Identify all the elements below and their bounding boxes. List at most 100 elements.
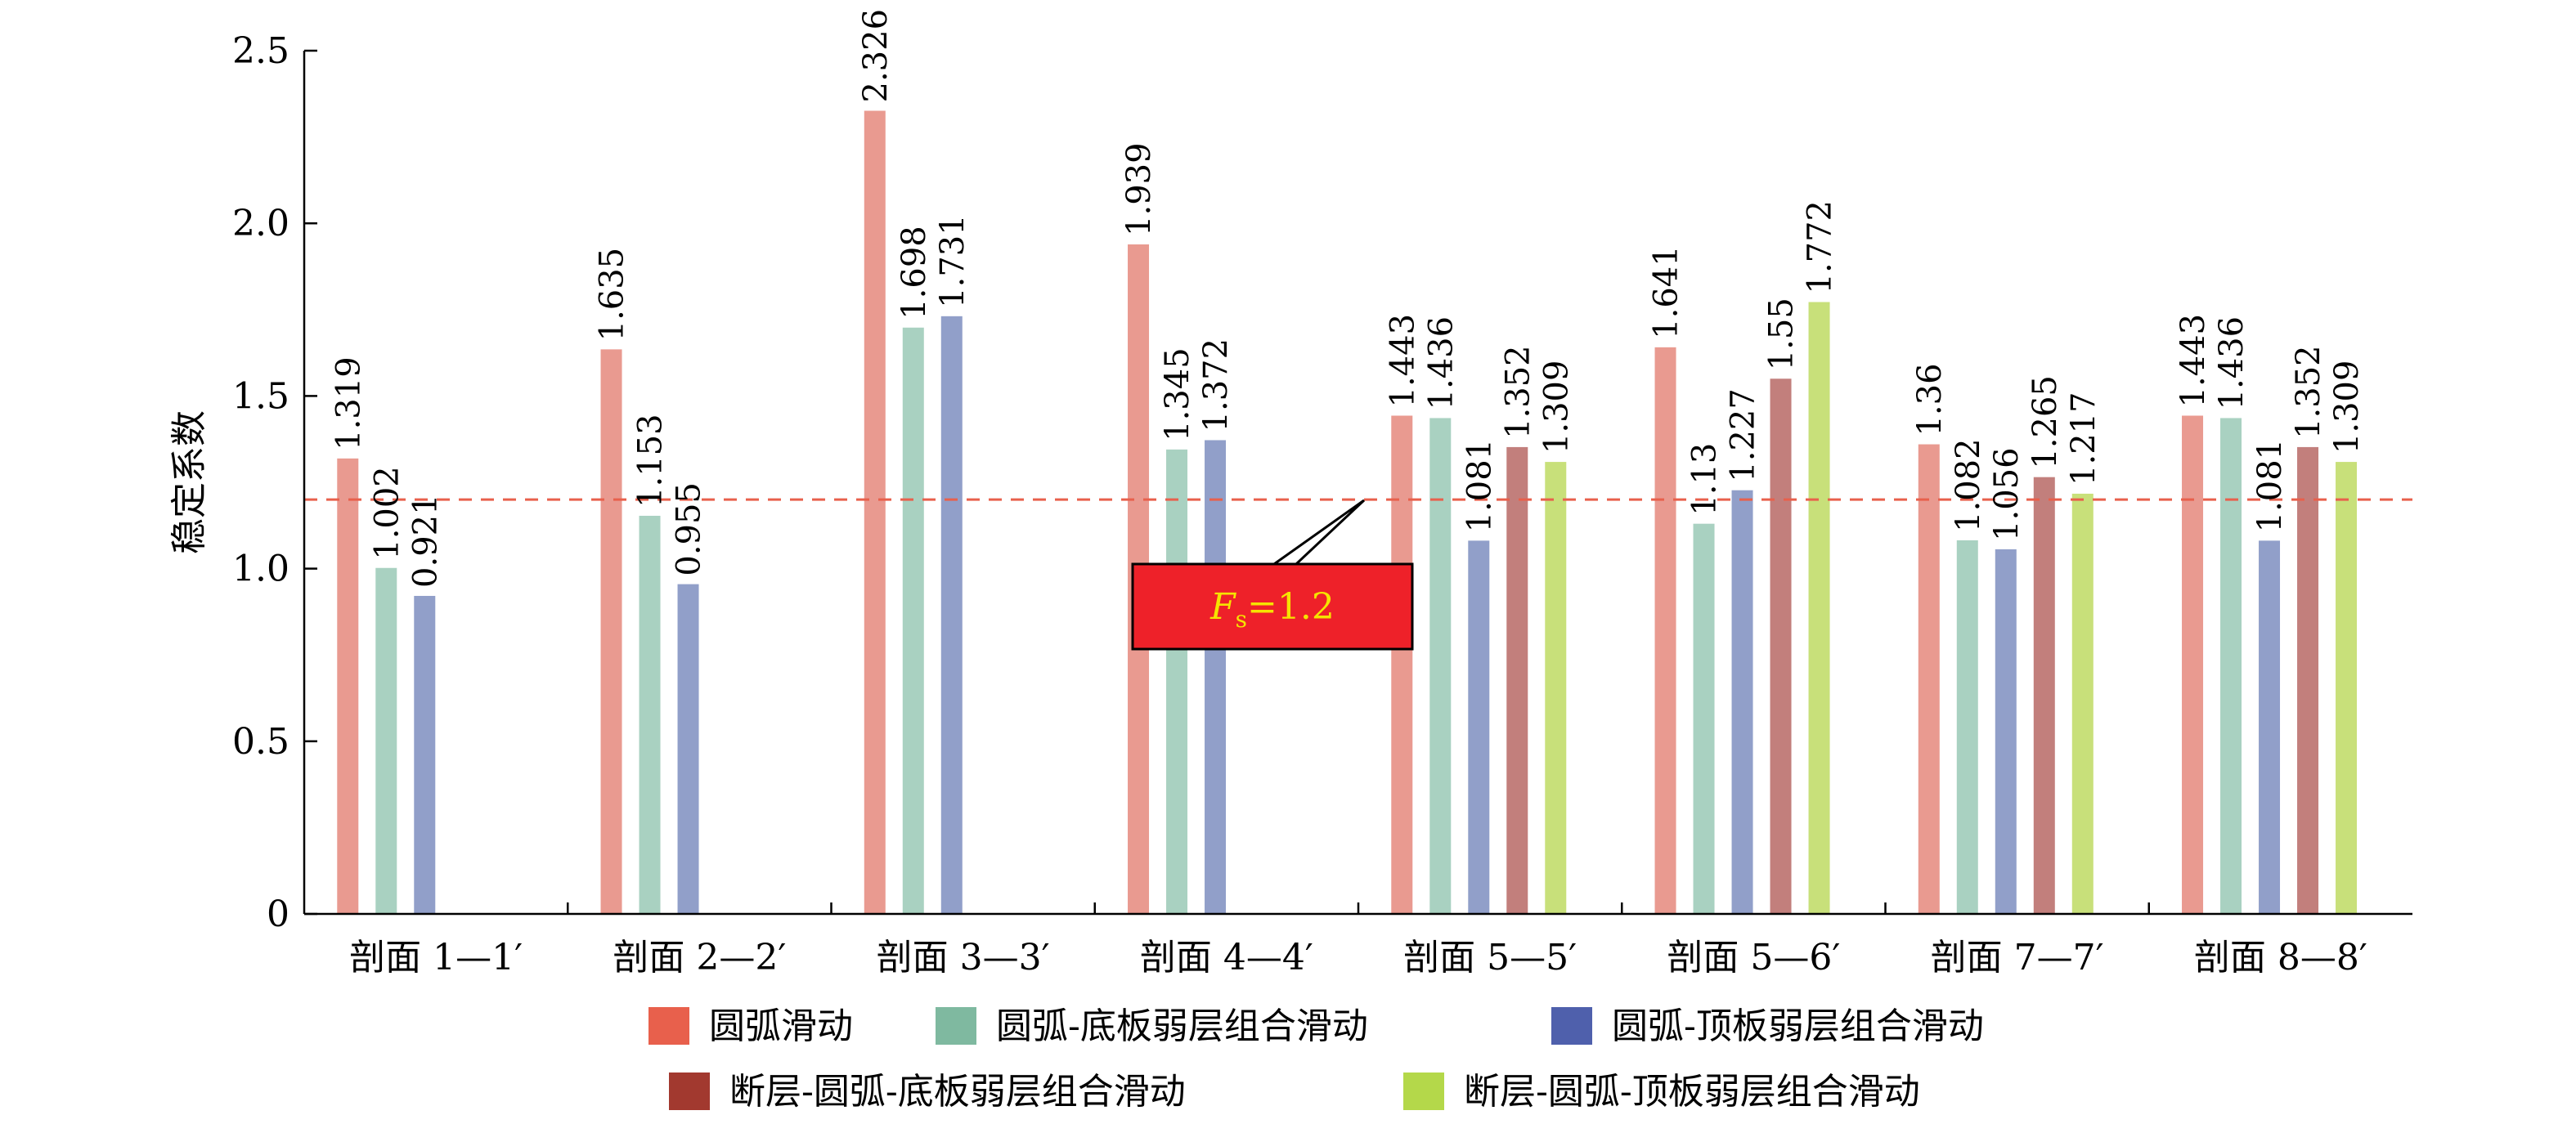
callout-text-italic: F (1209, 586, 1236, 628)
bar-value-label: 1.372 (1197, 338, 1235, 432)
legend-swatch (1551, 1007, 1592, 1045)
bar-value-label: 1.217 (2065, 392, 2103, 486)
legend-label: 圆弧-底板弱层组合滑动 (996, 1005, 1368, 1047)
bar (1654, 347, 1676, 914)
legend-label: 圆弧滑动 (709, 1005, 853, 1047)
bar (1995, 549, 2017, 914)
bar-value-label: 1.939 (1120, 142, 1158, 236)
y-tick-label: 2.0 (232, 203, 289, 244)
bar-value-label: 1.436 (1422, 316, 1460, 410)
legend-swatch (1403, 1073, 1444, 1110)
bar (1468, 540, 1490, 914)
x-category-label: 剖面 4—4′ (1140, 937, 1313, 978)
bar (677, 584, 699, 914)
legend-swatch (936, 1007, 976, 1045)
bar-value-label: 1.345 (1159, 347, 1196, 441)
bar-value-label: 1.635 (594, 248, 631, 342)
bar-value-label: 2.326 (857, 9, 895, 103)
bar (2220, 418, 2242, 914)
x-category-label: 剖面 7—7′ (1931, 937, 2104, 978)
bar (1545, 462, 1567, 914)
bar (2071, 493, 2094, 914)
bar-value-label: 1.265 (2026, 375, 2064, 469)
bar-value-label: 1.641 (1648, 245, 1685, 339)
callout-text-rest: =1.2 (1247, 586, 1335, 628)
x-category-label: 剖面 5—5′ (1403, 937, 1577, 978)
y-tick-label: 2.5 (232, 30, 289, 72)
bar (1166, 449, 1188, 914)
bar (337, 458, 359, 914)
bar-value-label: 1.153 (632, 414, 670, 508)
bar-value-label: 1.55 (1763, 298, 1801, 370)
bar-value-label: 1.731 (934, 214, 972, 308)
y-tick-label: 1.5 (232, 375, 289, 417)
bar (2336, 462, 2358, 914)
bar (1770, 378, 1792, 914)
bar-value-label: 1.319 (330, 356, 367, 450)
bar (1956, 540, 1978, 914)
legend-label: 圆弧-顶板弱层组合滑动 (1612, 1005, 1984, 1047)
bar (940, 316, 963, 915)
bar-value-label: 1.13 (1686, 443, 1724, 516)
bar-value-label: 1.082 (1950, 438, 1987, 532)
x-category-label: 剖面 1—1′ (349, 937, 523, 978)
bar (1506, 446, 1528, 914)
bar-value-label: 1.002 (368, 466, 406, 560)
bar-value-label: 1.436 (2213, 316, 2251, 410)
bar-value-label: 1.352 (1499, 345, 1537, 439)
bar (414, 595, 436, 914)
bar (902, 327, 924, 915)
x-category-label: 剖面 5—6′ (1667, 937, 1840, 978)
legend-swatch (669, 1073, 710, 1110)
y-tick-label: 0.5 (232, 721, 289, 763)
legend-label: 断层-圆弧-顶板弱层组合滑动 (1464, 1071, 1920, 1113)
bar (375, 567, 397, 914)
bar-value-label: 0.955 (671, 482, 708, 576)
y-tick-label: 1.0 (232, 549, 289, 590)
x-category-label: 剖面 8—8′ (2194, 937, 2367, 978)
bar (2297, 446, 2319, 914)
bar-value-label: 1.443 (1384, 314, 1421, 408)
bar-value-label: 1.352 (2290, 345, 2327, 439)
callout-text-subscript: s (1236, 606, 1247, 633)
callout-text: Fs=1.2 (1209, 586, 1335, 633)
callout-box (1131, 562, 1414, 651)
bar (600, 349, 622, 915)
bar-value-label: 1.698 (895, 226, 933, 320)
bar (639, 515, 661, 914)
bar (1205, 440, 1227, 914)
bar-value-label: 1.309 (2328, 360, 2366, 455)
bar-value-label: 1.443 (2174, 314, 2212, 408)
callout-pointer (1270, 499, 1366, 566)
x-category-label: 剖面 3—3′ (877, 937, 1050, 978)
bar (1429, 418, 1452, 914)
legend-label: 断层-圆弧-底板弱层组合滑动 (729, 1071, 1186, 1113)
bar-value-label: 1.227 (1725, 388, 1762, 482)
annotation-layer: Fs=1.2 (1131, 499, 1414, 651)
legend-swatch (648, 1007, 689, 1045)
bar (864, 110, 886, 914)
bar (2033, 477, 2055, 914)
bar (1918, 444, 1940, 914)
bars-layer (337, 110, 2358, 915)
bar (1693, 523, 1715, 914)
bar-value-label: 1.36 (1911, 363, 1949, 436)
bar-value-label: 1.056 (1988, 447, 2026, 541)
bar-value-label: 1.309 (1537, 360, 1575, 455)
x-category-label: 剖面 2—2′ (613, 937, 786, 978)
bar-value-label: 1.081 (2251, 439, 2289, 533)
bar (1731, 490, 1753, 914)
bar-value-label: 1.081 (1461, 439, 1498, 533)
bar-value-label: 0.921 (406, 494, 444, 588)
y-axis-label: 稳定系数 (168, 410, 210, 554)
bar (1391, 415, 1413, 914)
legend-layer: 圆弧滑动 圆弧-底板弱层组合滑动 圆弧-顶板弱层组合滑动断层-圆弧-底板弱层组合滑动… (648, 1005, 1984, 1113)
y-tick-label: 0 (267, 893, 289, 935)
bar (1808, 302, 1830, 914)
bar-value-label: 1.772 (1802, 200, 1839, 294)
bar (2259, 540, 2281, 914)
